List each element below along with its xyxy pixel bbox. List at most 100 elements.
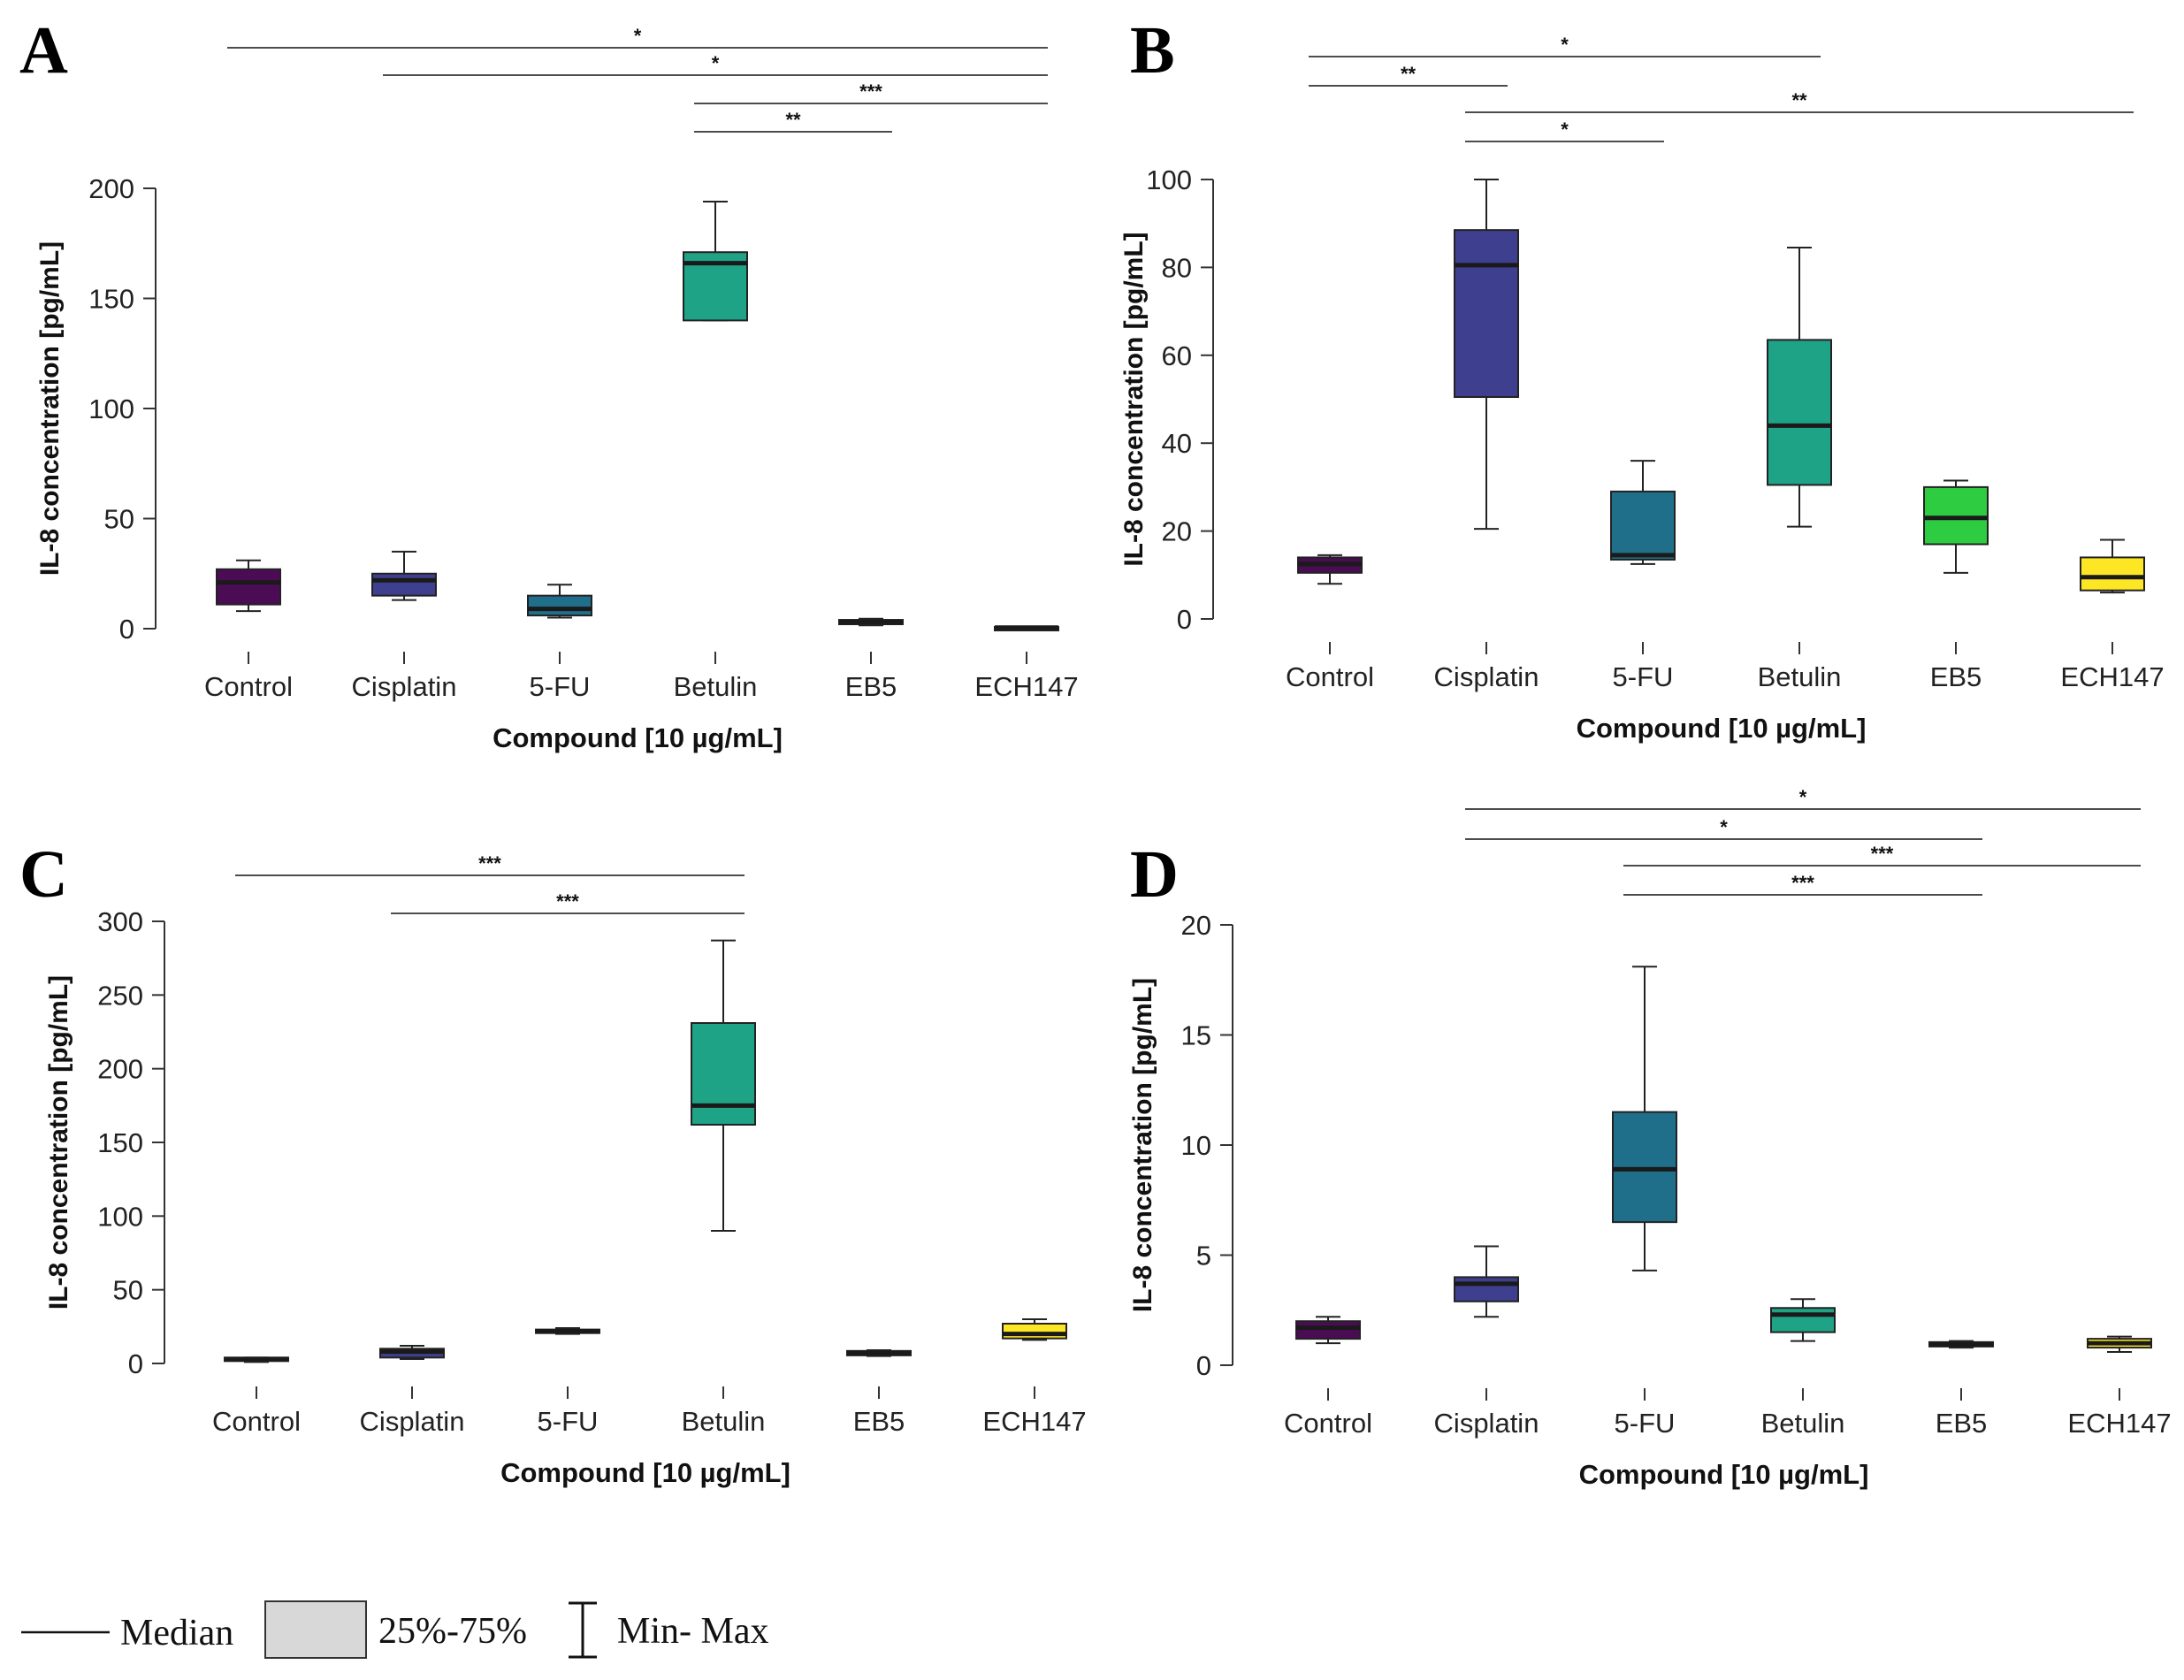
box-cisplatin <box>371 550 437 601</box>
x-tick-label: Cisplatin <box>1434 1408 1539 1439</box>
significance-bar: * <box>227 25 1048 49</box>
x-tick-label: Control <box>1284 1408 1372 1439</box>
x-tick-label: ECH147 <box>2067 1408 2171 1439</box>
significance-bar: *** <box>391 890 745 914</box>
x-tick-label: EB5 <box>1936 1408 1988 1439</box>
significance-bar: ** <box>694 109 892 133</box>
significance-bar: * <box>1465 118 1664 142</box>
panel-letter: D <box>1130 837 1179 912</box>
box-betulin <box>683 200 748 322</box>
y-tick-label: 20 <box>1181 910 1211 941</box>
x-tick-label: Cisplatin <box>360 1406 465 1437</box>
x-tick-label: ECH147 <box>982 1406 1086 1437</box>
box-iqr <box>1767 339 1832 486</box>
box-control <box>1295 1316 1361 1345</box>
box-eb5 <box>846 1349 912 1357</box>
x-tick-label: EB5 <box>853 1406 905 1437</box>
significance-bar: * <box>383 52 1048 76</box>
y-tick-label: 50 <box>104 504 134 535</box>
x-tick-label: 5-FU <box>530 671 591 702</box>
box-control <box>1297 554 1363 585</box>
box-ech147 <box>1002 1318 1067 1341</box>
legend-median-label: Median <box>120 1613 233 1653</box>
y-tick-label: 300 <box>97 906 143 937</box>
significance-bar: ** <box>1465 89 2134 113</box>
box-iqr <box>2080 556 2145 592</box>
significance-bar: *** <box>694 80 1048 104</box>
box-betulin <box>1770 1298 1836 1342</box>
box-iqr <box>1454 229 1519 399</box>
y-axis-title: IL-8 concentration [pg/mL] <box>1119 232 1149 566</box>
box-betulin <box>691 939 756 1232</box>
x-axis-title: Compound [10 µg/mL] <box>493 722 783 753</box>
y-tick-label: 200 <box>88 173 134 204</box>
significance-label: ** <box>1401 63 1417 85</box>
y-tick-label: 40 <box>1162 428 1192 459</box>
y-tick-label: 60 <box>1162 340 1192 371</box>
x-tick-label: Cisplatin <box>1434 661 1539 692</box>
box-iqr <box>691 1022 756 1126</box>
x-axis-title: Compound [10 µg/mL] <box>500 1457 790 1488</box>
box-5-fu <box>1610 460 1676 565</box>
significance-bar: *** <box>1623 872 1982 896</box>
panel-letter: A <box>19 13 68 88</box>
significance-label: * <box>1799 786 1807 808</box>
significance-bar: *** <box>1623 843 2141 867</box>
x-tick-label: 5-FU <box>1613 661 1674 692</box>
y-tick-label: 100 <box>97 1201 143 1232</box>
box-iqr <box>1454 1276 1519 1302</box>
y-tick-label: 100 <box>1146 164 1192 195</box>
x-tick-label: 5-FU <box>538 1406 599 1437</box>
significance-bar: * <box>1465 786 2141 810</box>
x-axis-title: Compound [10 µg/mL] <box>1577 713 1867 744</box>
x-tick-label: ECH147 <box>2060 661 2164 692</box>
x-tick-label: Betulin <box>1761 1408 1845 1439</box>
y-tick-label: 80 <box>1162 252 1192 283</box>
y-tick-label: 250 <box>97 980 143 1011</box>
legend: Median 25%-75% Min- Max <box>21 1600 769 1659</box>
panel-d: D 0 5 10 15 20 IL-8 concentration [pg/mL] Contr… <box>1128 786 2172 1490</box>
box-control <box>224 1356 289 1363</box>
significance-bar: * <box>1309 34 1821 57</box>
y-axis-title: IL-8 concentration [pg/mL] <box>44 975 73 1310</box>
box-eb5 <box>1923 479 1989 574</box>
significance-bar: * <box>1465 816 1982 840</box>
x-tick-label: Betulin <box>674 671 758 702</box>
panel-a: A 0 50 100 150 200 IL-8 concentration [pg/mL] C… <box>19 13 1079 753</box>
box-5-fu <box>535 1327 600 1335</box>
box-5-fu <box>527 584 592 619</box>
y-tick-label: 0 <box>1177 604 1192 635</box>
legend-whisker-icon <box>569 1601 597 1659</box>
significance-label: ** <box>1791 89 1807 111</box>
significance-label: *** <box>859 80 882 103</box>
box-ech147 <box>994 625 1059 632</box>
panel-b: B 0 20 40 60 80 100 IL-8 concentration [pg/mL] C… <box>1119 13 2165 744</box>
significance-label: * <box>1561 118 1569 141</box>
significance-bar: *** <box>235 852 745 876</box>
significance-label: *** <box>478 852 501 874</box>
box-cisplatin <box>1454 1245 1519 1318</box>
x-tick-label: Betulin <box>1758 661 1842 692</box>
panel-letter: C <box>19 837 68 912</box>
box-eb5 <box>1928 1340 1994 1349</box>
legend-box-label: 25%-75% <box>378 1611 527 1652</box>
box-iqr <box>371 572 437 597</box>
y-tick-label: 5 <box>1196 1241 1211 1271</box>
y-tick-label: 15 <box>1181 1020 1211 1051</box>
y-tick-label: 150 <box>88 284 134 315</box>
box-ech147 <box>2080 538 2145 594</box>
y-tick-label: 0 <box>1196 1350 1211 1381</box>
y-tick-label: 100 <box>88 393 134 424</box>
x-tick-label: Betulin <box>682 1406 766 1437</box>
y-axis-title: IL-8 concentration [pg/mL] <box>1128 978 1157 1312</box>
legend-box-swatch <box>264 1600 367 1659</box>
significance-label: * <box>712 52 720 74</box>
x-axis-title: Compound [10 µg/mL] <box>1579 1459 1869 1490</box>
y-tick-label: 10 <box>1181 1130 1211 1161</box>
x-tick-label: Control <box>204 671 293 702</box>
box-eb5 <box>838 617 904 627</box>
x-tick-label: ECH147 <box>974 671 1078 702</box>
box-iqr <box>1770 1307 1836 1333</box>
y-tick-label: 200 <box>97 1054 143 1085</box>
